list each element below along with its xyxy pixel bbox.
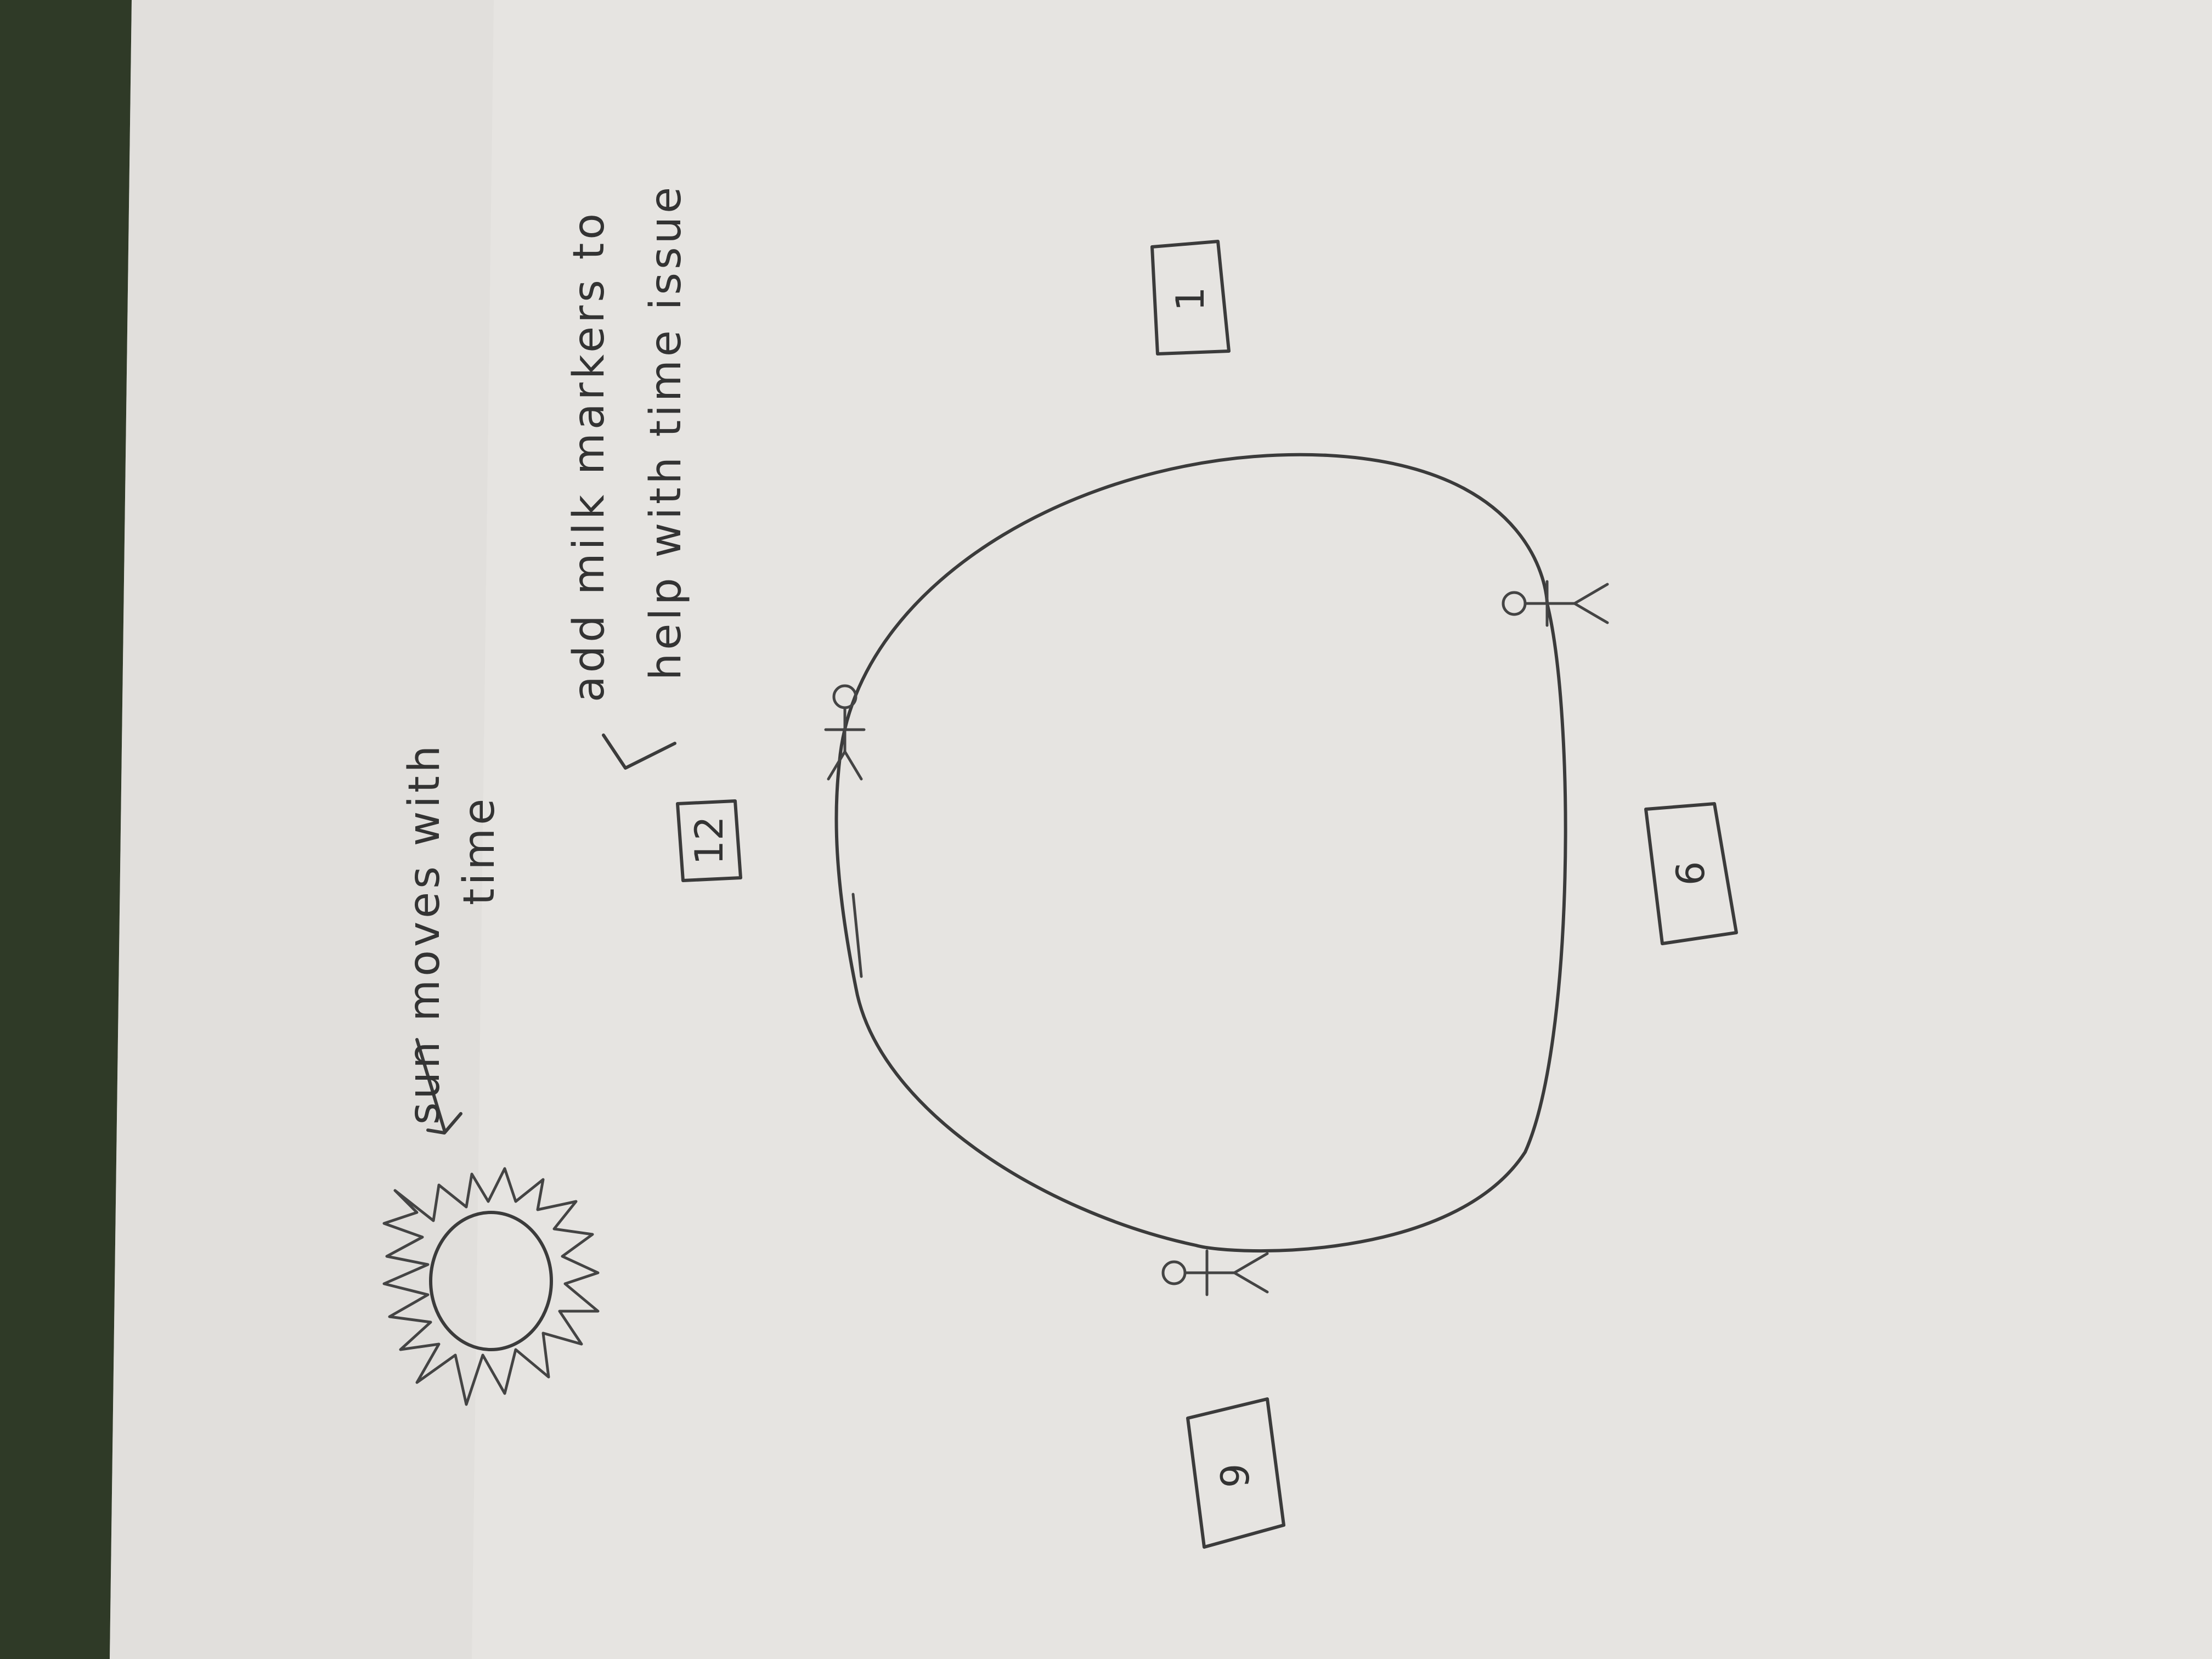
hour-box-12-label: 12 — [687, 816, 732, 865]
sun-icon — [382, 1167, 600, 1406]
hour-box-6-label: 6 — [1668, 861, 1713, 886]
sun-note-line2: time — [455, 795, 504, 905]
stick-figure-icon — [824, 684, 866, 781]
milk-note-line1: add milk markers to — [565, 210, 614, 702]
check-mark — [602, 733, 676, 770]
sun-note-line1: sun moves with — [400, 742, 449, 1125]
hour-box-9-label: 9 — [1213, 1464, 1258, 1488]
tick-mark — [851, 893, 863, 978]
hour-box-12: 12 — [676, 799, 742, 882]
hour-box-1: 1 — [1150, 240, 1231, 356]
paper-sheet — [110, 0, 2212, 1659]
hour-box-9: 9 — [1186, 1397, 1285, 1549]
stick-figure-icon — [1502, 580, 1609, 627]
paper-shadow — [110, 0, 494, 1659]
hour-box-6: 6 — [1644, 802, 1738, 945]
track-circle — [834, 453, 1567, 1253]
milk-note-line2: help with time issue — [641, 184, 691, 680]
arrow-icon — [415, 1038, 462, 1135]
hour-box-1-label: 1 — [1168, 287, 1213, 312]
stick-figure-icon — [1161, 1249, 1269, 1296]
